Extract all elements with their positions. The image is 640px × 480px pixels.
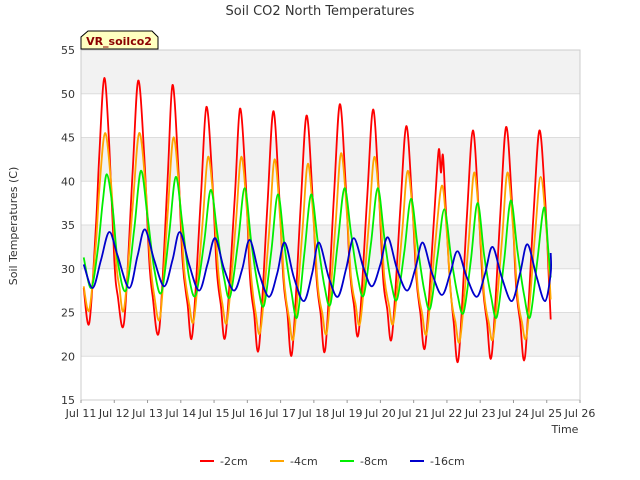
x-tick-label: Jul 12 bbox=[98, 407, 130, 420]
x-tick-label: Jul 25 bbox=[530, 407, 562, 420]
series-line-minus-8cm bbox=[82, 169, 552, 320]
y-tick-label: 45 bbox=[61, 132, 75, 145]
y-axis-ticks: 15 20 25 30 35 40 45 50 55 bbox=[61, 44, 75, 407]
y-tick-label: 25 bbox=[61, 307, 75, 320]
plot-frame bbox=[80, 49, 581, 401]
y-tick-label: 40 bbox=[61, 175, 75, 188]
x-tick-label: Jul 24 bbox=[497, 407, 529, 420]
y-axis-label: Soil Temperatures (C) bbox=[7, 167, 20, 286]
x-tick-label: Jul 16 bbox=[231, 407, 263, 420]
series-line-minus-4cm bbox=[82, 132, 552, 344]
series-lines bbox=[82, 77, 553, 363]
x-tick-label: Jul 11 bbox=[65, 407, 97, 420]
series-line-minus-16cm bbox=[82, 228, 553, 303]
background-band bbox=[81, 50, 580, 94]
x-tick-label: Jul 15 bbox=[198, 407, 230, 420]
legend: -2cm -4cm -8cm -16cm bbox=[200, 455, 465, 468]
legend-label: -8cm bbox=[360, 455, 388, 468]
y-tick-label: 35 bbox=[61, 219, 75, 232]
station-label: VR_soilco2 bbox=[86, 35, 152, 48]
x-tick-label: Jul 21 bbox=[397, 407, 429, 420]
y-tick-label: 15 bbox=[61, 394, 75, 407]
background-band bbox=[81, 312, 580, 357]
y-tick-label: 50 bbox=[61, 88, 75, 101]
x-axis-label: Time bbox=[551, 423, 579, 436]
x-tick-label: Jul 26 bbox=[564, 407, 596, 420]
y-tick-label: 20 bbox=[61, 350, 75, 363]
legend-label: -16cm bbox=[430, 455, 465, 468]
x-tick-label: Jul 22 bbox=[431, 407, 463, 420]
y-tick-label: 55 bbox=[61, 44, 75, 57]
legend-label: -2cm bbox=[220, 455, 248, 468]
x-tick-label: Jul 19 bbox=[331, 407, 363, 420]
station-label-box: VR_soilco2 bbox=[80, 30, 159, 50]
x-tick-label: Jul 17 bbox=[264, 407, 296, 420]
x-tick-label: Jul 23 bbox=[464, 407, 496, 420]
chart-title: Soil CO2 North Temperatures bbox=[226, 4, 415, 19]
x-tick-label: Jul 18 bbox=[297, 407, 329, 420]
x-tick-label: Jul 20 bbox=[364, 407, 396, 420]
x-tick-label: Jul 14 bbox=[164, 407, 196, 420]
background-band bbox=[81, 137, 580, 182]
legend-label: -4cm bbox=[290, 455, 318, 468]
x-tick-label: Jul 13 bbox=[131, 407, 163, 420]
y-tick-label: 30 bbox=[61, 263, 75, 276]
x-axis-ticks: Jul 11 Jul 12 Jul 13 Jul 14 Jul 15 Jul 16 Jul … bbox=[65, 400, 596, 420]
